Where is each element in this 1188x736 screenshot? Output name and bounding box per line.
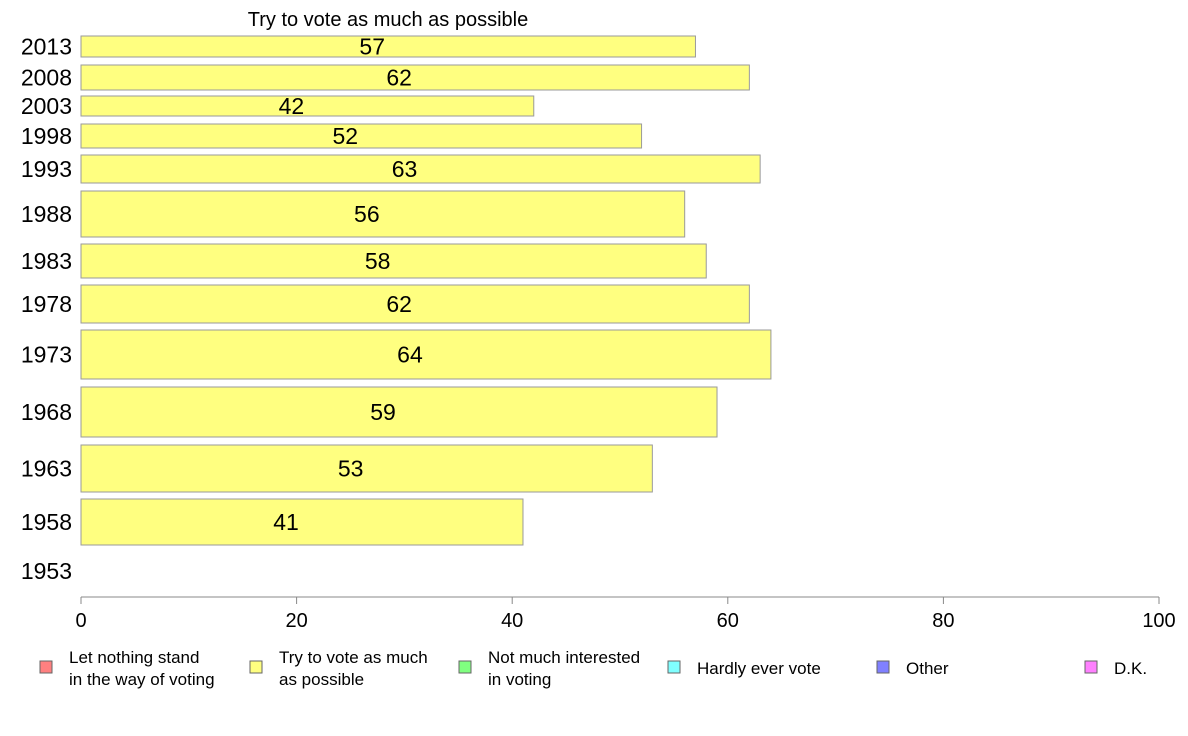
bar-1988	[80, 190, 686, 238]
legend: Let nothing stand in the way of voting Try…	[39, 648, 1147, 689]
legend-item-1: Try to vote as much as possible	[249, 648, 428, 689]
data-label-1973: 64	[397, 342, 423, 368]
y-tick-label-1998: 1998	[21, 123, 72, 149]
x-tick-label-20: 20	[285, 610, 307, 632]
data-label-1958: 41	[273, 509, 299, 535]
data-label-1963: 53	[338, 456, 364, 482]
y-tick-label-2008: 2008	[21, 65, 72, 91]
data-label-1998: 52	[332, 123, 358, 149]
bar-1963	[80, 444, 653, 493]
legend-label: in voting	[488, 670, 551, 689]
legend-item-2: Not much interested in voting	[458, 648, 640, 689]
legend-swatch	[1084, 660, 1098, 674]
y-tick-label-2003: 2003	[21, 93, 72, 119]
bar-1978	[80, 284, 750, 324]
data-label-1968: 59	[370, 399, 396, 425]
x-tick-label-60: 60	[717, 610, 739, 632]
bar-2003	[80, 95, 535, 117]
legend-swatch	[458, 660, 472, 674]
data-label-2013: 57	[359, 34, 385, 60]
data-label-2003: 42	[279, 93, 305, 119]
legend-label: in the way of voting	[69, 670, 215, 689]
bar-1973	[80, 329, 772, 380]
legend-label: Let nothing stand	[69, 648, 199, 667]
y-tick-label-1983: 1983	[21, 248, 72, 274]
y-tick-label-1973: 1973	[21, 342, 72, 368]
legend-label: Other	[906, 659, 949, 678]
y-tick-label-1978: 1978	[21, 291, 72, 317]
bar-1968	[80, 386, 718, 438]
legend-label: Hardly ever vote	[697, 659, 821, 678]
y-tick-label-1993: 1993	[21, 156, 72, 182]
legend-swatch	[39, 660, 53, 674]
x-tick-label-100: 100	[1142, 610, 1175, 632]
x-axis: 0 20 40 60 80 100	[75, 596, 1176, 632]
chart-title: Try to vote as much as possible	[248, 9, 529, 31]
x-tick-label-40: 40	[501, 610, 523, 632]
bar-2013	[80, 35, 696, 58]
legend-label: Try to vote as much	[279, 648, 428, 667]
y-tick-label-1953: 1953	[21, 558, 72, 584]
legend-item-3: Hardly ever vote	[667, 659, 821, 678]
y-tick-label-1988: 1988	[21, 201, 72, 227]
legend-label: Not much interested	[488, 648, 640, 667]
legend-item-4: Other	[876, 659, 949, 678]
data-label-2008: 62	[386, 65, 412, 91]
data-label-1993: 63	[392, 156, 418, 182]
bar-1993	[80, 154, 761, 184]
y-tick-label-1963: 1963	[21, 456, 72, 482]
bar-2008	[80, 64, 750, 91]
legend-item-5: D.K.	[1084, 659, 1147, 678]
bar-1958	[80, 498, 524, 546]
data-label-1978: 62	[386, 291, 412, 317]
legend-label: D.K.	[1114, 659, 1147, 678]
data-label-1983: 58	[365, 248, 391, 274]
legend-swatch	[249, 660, 263, 674]
legend-item-0: Let nothing stand in the way of voting	[39, 648, 215, 689]
data-label-1988: 56	[354, 201, 380, 227]
bar-1983	[80, 243, 707, 279]
y-tick-label-2013: 2013	[21, 34, 72, 60]
x-tick-label-0: 0	[75, 610, 86, 632]
legend-label: as possible	[279, 670, 364, 689]
x-tick-label-80: 80	[932, 610, 954, 632]
bars-group: 2013 57 2008 62 2003 42 1998 52 1993 63 1988 56 1983…	[21, 34, 772, 584]
y-tick-label-1958: 1958	[21, 509, 72, 535]
legend-swatch	[667, 660, 681, 674]
y-tick-label-1968: 1968	[21, 399, 72, 425]
legend-swatch	[876, 660, 890, 674]
bar-1998	[80, 123, 643, 149]
